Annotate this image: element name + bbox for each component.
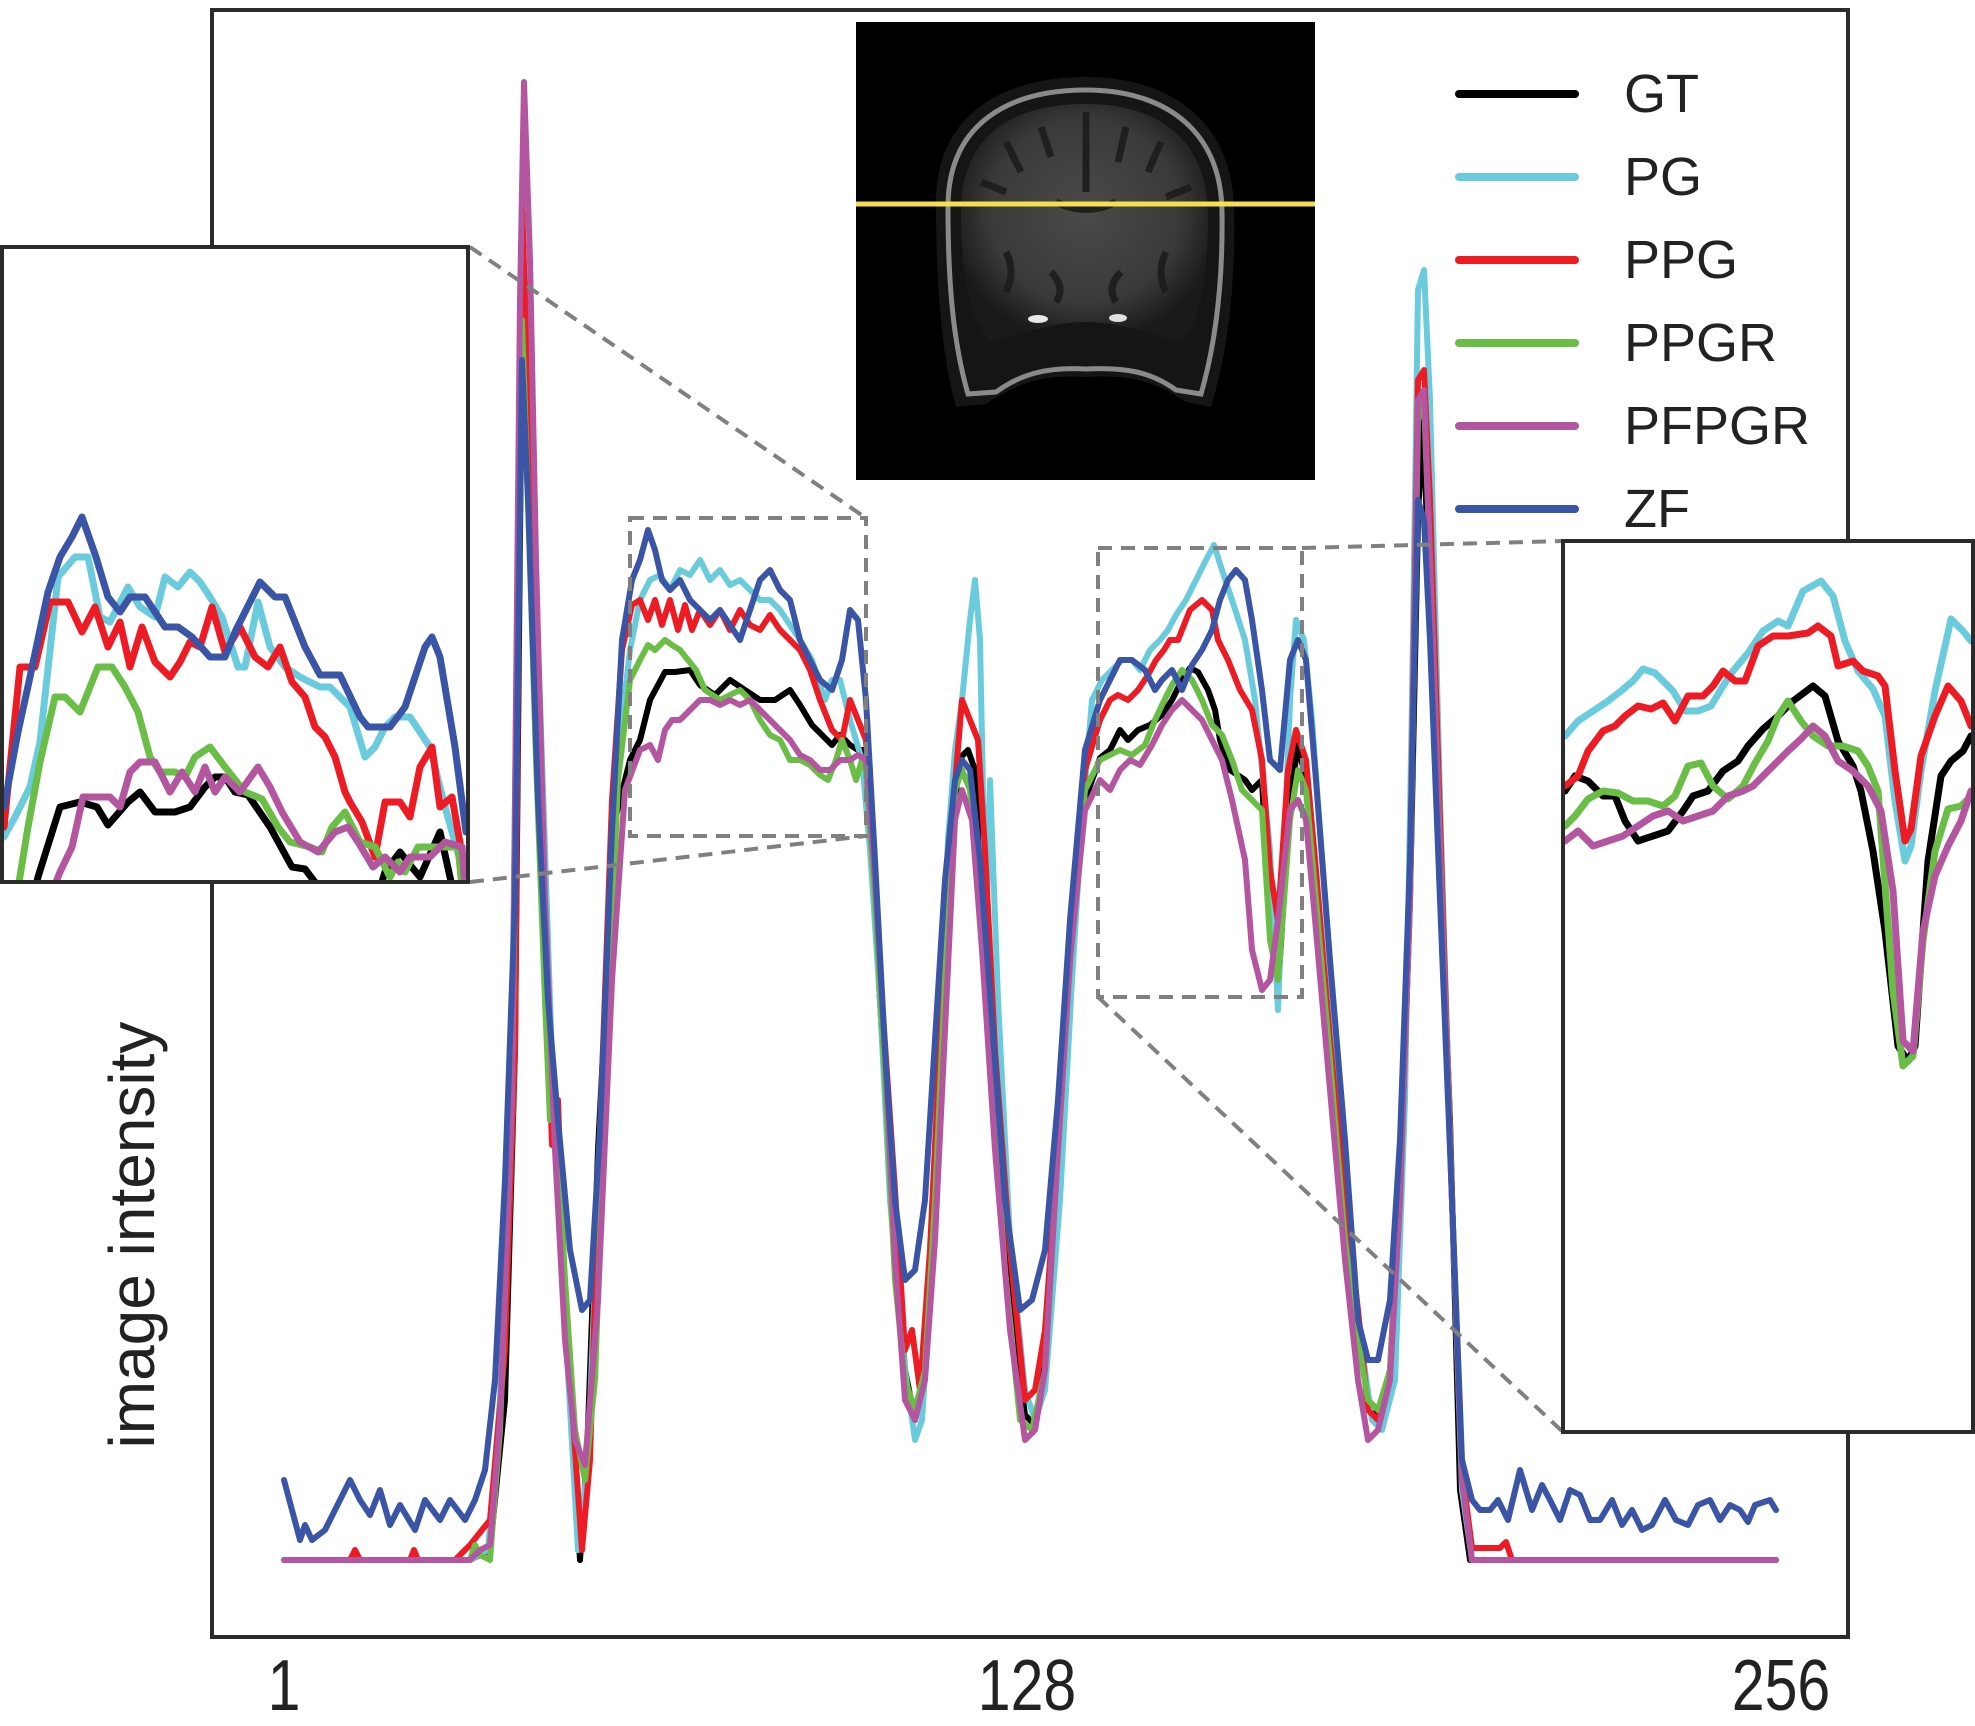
series-line-zf [4, 513, 466, 836]
legend-label-ppg: PPG [1624, 229, 1739, 290]
x-tick-256: 256 [1731, 1646, 1831, 1726]
series-line-zf [281, 357, 1779, 1543]
series-line-ppgr [1565, 697, 1971, 1070]
legend-item-ppg: PPG [1455, 218, 1810, 301]
legend-label-pfpgr: PFPGR [1624, 395, 1811, 456]
legend-swatch-gt [1455, 89, 1579, 98]
x-tick-128: 128 [977, 1646, 1077, 1726]
legend-label-pg: PG [1624, 146, 1703, 207]
legend-item-gt: GT [1455, 52, 1810, 135]
series-line-pg [281, 207, 1779, 1563]
y-axis-label: image intensity [96, 1021, 168, 1449]
series-line-ppg [1565, 622, 1971, 845]
series-line-pfpgr [53, 758, 466, 880]
mri-brain-image [856, 22, 1315, 480]
legend-swatch-ppgr [1455, 338, 1579, 347]
zoom-source-box-right [1096, 546, 1304, 999]
brain-mri-drawing [856, 77, 1315, 407]
inset-left-curves [4, 513, 466, 880]
series-line-ppg [4, 598, 466, 880]
legend-swatch-pg [1455, 172, 1579, 181]
series-line-pfpgr [281, 79, 1779, 1563]
zoom-source-box-left [628, 516, 868, 838]
connector-line [1301, 539, 1564, 550]
series-line-ppgr [15, 663, 465, 880]
connector-line [468, 245, 868, 520]
connector-line [1096, 995, 1565, 1434]
main-curves [281, 79, 1779, 1563]
legend-swatch-ppg [1455, 255, 1579, 264]
legend-item-pg: PG [1455, 135, 1810, 218]
legend-swatch-zf [1455, 504, 1579, 513]
zoom-inset-right [1561, 539, 1975, 1434]
legend-label-ppgr: PPGR [1624, 312, 1778, 373]
legend-label-zf: ZF [1624, 478, 1690, 539]
legend: GT PG PPG PPGR PFPGR ZF [1455, 52, 1810, 550]
legend-swatch-pfpgr [1455, 421, 1579, 430]
inset-right-curves [1565, 577, 1971, 1070]
legend-label-gt: GT [1624, 63, 1699, 124]
legend-item-zf: ZF [1455, 467, 1810, 550]
x-tick-1: 1 [267, 1646, 301, 1726]
legend-item-pfpgr: PFPGR [1455, 384, 1810, 467]
connector-line [469, 834, 867, 884]
series-line-pg [1565, 577, 1971, 865]
series-line-pfpgr [1565, 722, 1971, 1055]
legend-item-ppgr: PPGR [1455, 301, 1810, 384]
